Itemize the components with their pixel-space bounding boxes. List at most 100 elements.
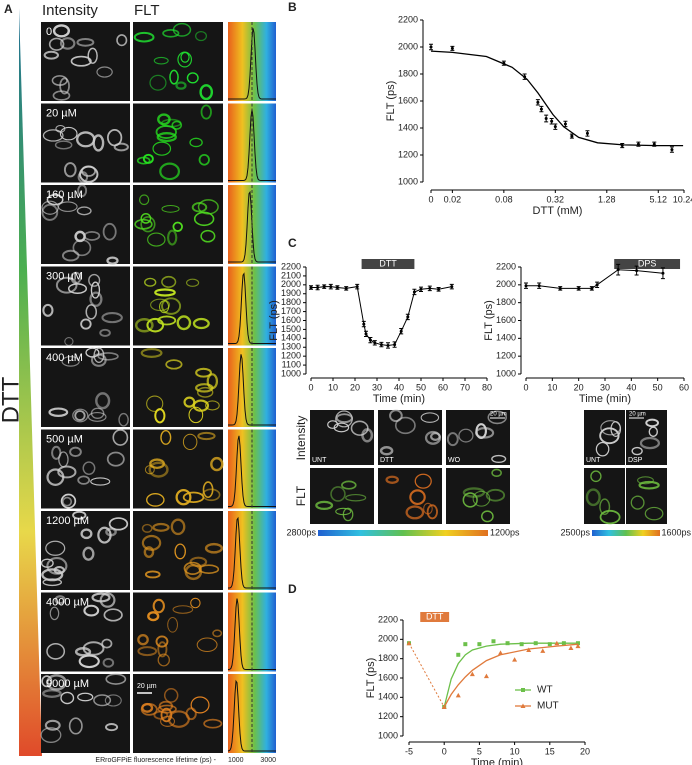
micrograph (41, 266, 130, 346)
cell (409, 489, 426, 506)
cell (77, 475, 91, 485)
point (463, 642, 468, 647)
cell (152, 522, 170, 532)
cell (72, 408, 89, 423)
x-axis-label: Time (min) (579, 393, 631, 405)
cell (60, 691, 75, 705)
point (502, 61, 506, 65)
cell (186, 72, 199, 84)
cell (195, 367, 212, 378)
y-axis-label: FLT (ps) (385, 81, 397, 122)
cell (197, 199, 219, 215)
cell (40, 727, 62, 743)
cell (177, 51, 193, 68)
cell (174, 543, 186, 560)
cell (193, 211, 215, 227)
colorbar-label: 1200ps (490, 527, 520, 537)
fit-curve (443, 643, 579, 708)
row-label: Intensity (294, 416, 308, 461)
cell (645, 418, 660, 428)
y-tick-label: 2100 (281, 270, 301, 280)
fit-curve (430, 50, 684, 147)
cell (491, 454, 507, 464)
cell (44, 719, 61, 731)
cell (46, 674, 67, 691)
cell (46, 642, 66, 660)
cell (152, 598, 165, 614)
cell (203, 718, 223, 729)
cell (46, 468, 65, 486)
cell (204, 542, 224, 554)
concentration-label: 300 µM (46, 270, 83, 282)
cell (424, 430, 442, 445)
point (575, 643, 581, 649)
y-tick-label: 1000 (281, 368, 301, 378)
cell (389, 409, 403, 423)
cell (157, 315, 177, 326)
point (322, 285, 326, 289)
point (577, 286, 581, 290)
cell (137, 634, 149, 646)
concentration-label: 400 µM (46, 352, 83, 364)
point (558, 286, 562, 290)
point (393, 343, 397, 347)
cell (59, 77, 70, 95)
y-tick-label: 1200 (496, 351, 516, 361)
scale-bar-label: 20 µm (137, 683, 157, 690)
cell (472, 490, 491, 507)
treatment-bar (614, 259, 681, 269)
cell (137, 646, 158, 657)
cell (159, 162, 181, 181)
cell (74, 410, 86, 422)
cell (89, 291, 103, 307)
point (636, 142, 640, 146)
cell (61, 356, 80, 367)
point (595, 283, 599, 287)
x-tick-label: 10 (547, 382, 557, 392)
cell (68, 717, 83, 735)
cell (161, 205, 180, 213)
x-axis-label: Time (min) (373, 393, 425, 405)
cell (140, 216, 156, 233)
colorbar-label: 1600ps (661, 527, 691, 537)
cell (141, 523, 153, 533)
x-tick-label: 50 (416, 382, 426, 392)
x-tick-label: 50 (653, 382, 663, 392)
cell (99, 592, 116, 608)
cell (133, 31, 155, 43)
cell (158, 700, 174, 712)
x-tick-label: 0.08 (495, 194, 513, 204)
cell (106, 451, 125, 467)
cell (637, 476, 654, 485)
cell (51, 445, 62, 460)
cell (144, 465, 155, 475)
cell (85, 347, 100, 358)
cell (146, 317, 165, 333)
cell (423, 502, 433, 515)
cell (210, 456, 224, 472)
y-tick-label: 1600 (378, 672, 398, 682)
cell (118, 412, 129, 427)
y-tick-label: 1700 (281, 306, 301, 316)
cell (462, 492, 478, 508)
panel-letter: B (288, 0, 297, 14)
y-tick-label: 1900 (281, 288, 301, 298)
cell (175, 81, 187, 90)
axis-tick-label: 3000 (260, 757, 276, 764)
cell (175, 488, 192, 506)
y-axis-label: FLT (ps) (268, 300, 280, 341)
point (309, 286, 313, 290)
cell (139, 194, 150, 206)
cell (42, 688, 62, 698)
cell (485, 488, 506, 502)
point (379, 343, 383, 347)
y-tick-label: 1800 (496, 297, 516, 307)
cell (163, 688, 179, 703)
cell (62, 496, 73, 507)
legend-marker (521, 688, 525, 692)
y-tick-label: 1600 (281, 315, 301, 325)
point (526, 647, 532, 652)
point (563, 122, 567, 126)
x-tick-label: 0.32 (547, 194, 565, 204)
